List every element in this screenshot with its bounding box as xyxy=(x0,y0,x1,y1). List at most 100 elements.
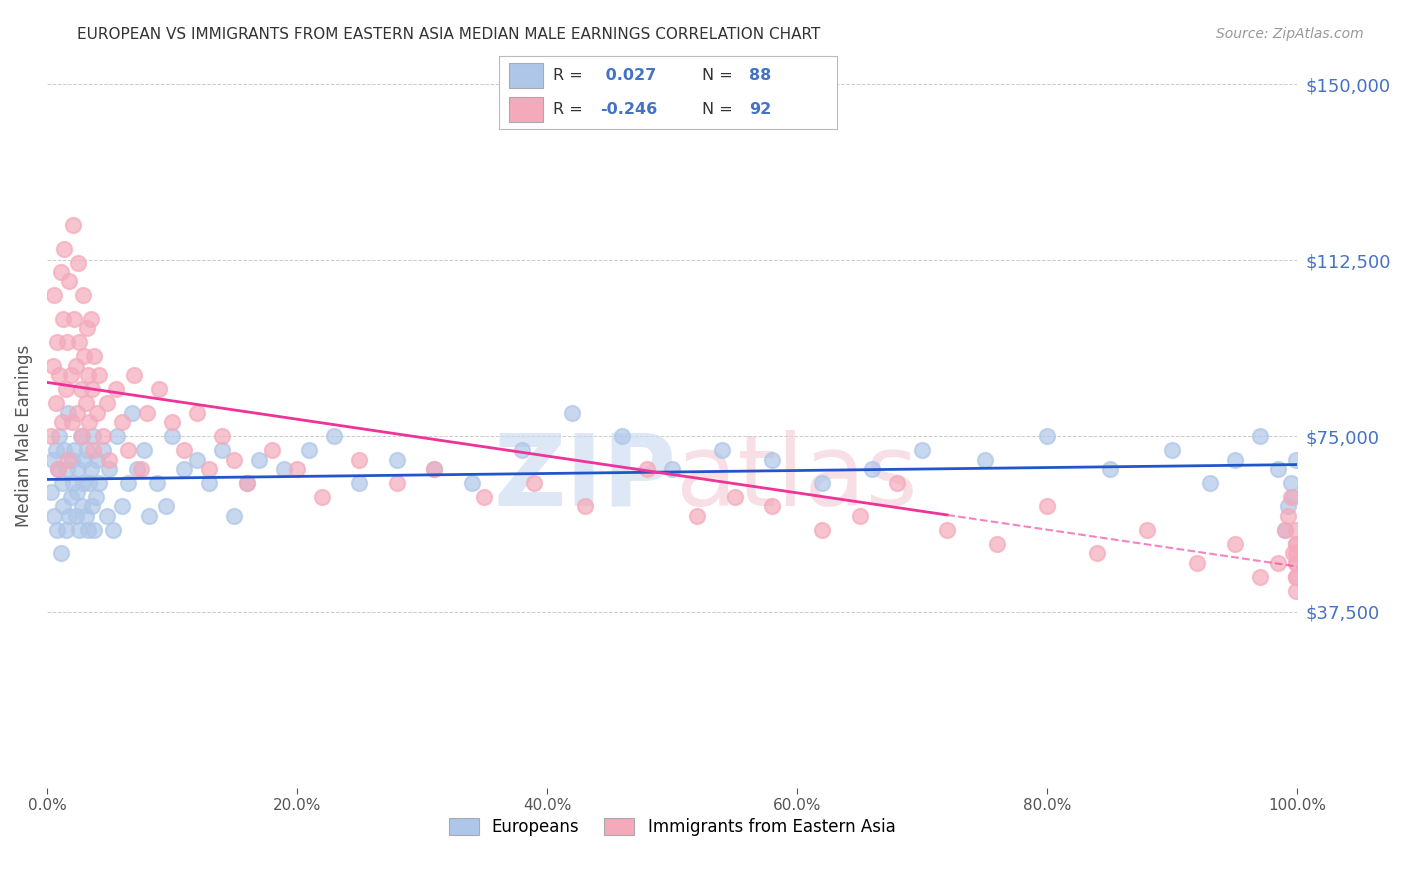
Point xyxy=(86,406,108,420)
Point xyxy=(98,462,121,476)
Point xyxy=(82,429,104,443)
Point xyxy=(848,508,870,523)
Point xyxy=(84,490,107,504)
Point xyxy=(1085,546,1108,560)
Point xyxy=(52,500,75,514)
Point xyxy=(1279,476,1302,491)
Point xyxy=(1267,462,1289,476)
Point xyxy=(423,462,446,476)
Point xyxy=(1267,556,1289,570)
Point xyxy=(77,523,100,537)
Text: atlas: atlas xyxy=(676,430,918,527)
Point xyxy=(911,443,934,458)
Point xyxy=(76,443,98,458)
Point xyxy=(117,443,139,458)
Point xyxy=(82,443,104,458)
Point xyxy=(510,443,533,458)
Point xyxy=(60,452,83,467)
Point xyxy=(91,429,114,443)
Point xyxy=(104,382,127,396)
Point xyxy=(236,476,259,491)
Point xyxy=(52,312,75,326)
Point xyxy=(138,508,160,523)
Point xyxy=(105,429,128,443)
Point xyxy=(211,443,233,458)
Point xyxy=(1285,523,1308,537)
Point xyxy=(45,335,67,350)
Point xyxy=(574,500,596,514)
Text: 88: 88 xyxy=(749,68,770,83)
Text: 0.027: 0.027 xyxy=(600,68,657,83)
Point xyxy=(67,335,90,350)
Point xyxy=(75,508,97,523)
Point xyxy=(76,321,98,335)
Point xyxy=(349,452,371,467)
Point xyxy=(80,500,103,514)
Point xyxy=(1136,523,1159,537)
Point xyxy=(83,523,105,537)
Point xyxy=(62,476,84,491)
Point xyxy=(80,382,103,396)
Point xyxy=(134,443,156,458)
Point xyxy=(385,476,408,491)
Point xyxy=(86,452,108,467)
Point xyxy=(249,452,271,467)
Point xyxy=(148,382,170,396)
Point xyxy=(198,462,221,476)
Point xyxy=(73,452,96,467)
Point xyxy=(1036,500,1059,514)
Point xyxy=(46,462,69,476)
Point xyxy=(1285,452,1308,467)
Point xyxy=(936,523,959,537)
Point xyxy=(59,490,82,504)
Point xyxy=(1274,523,1296,537)
Point xyxy=(224,452,246,467)
Point xyxy=(58,508,80,523)
Point xyxy=(96,396,118,410)
Point xyxy=(1274,523,1296,537)
Point xyxy=(44,508,66,523)
Point xyxy=(686,508,709,523)
FancyBboxPatch shape xyxy=(509,97,543,122)
Point xyxy=(661,462,683,476)
Text: N =: N = xyxy=(702,102,738,117)
Text: N =: N = xyxy=(702,68,738,83)
Point xyxy=(51,476,73,491)
Point xyxy=(224,508,246,523)
Point xyxy=(70,429,93,443)
Point xyxy=(761,500,783,514)
Point xyxy=(311,490,333,504)
Point xyxy=(62,218,84,232)
Point xyxy=(48,429,70,443)
Point xyxy=(198,476,221,491)
Point xyxy=(60,415,83,429)
Point xyxy=(53,443,76,458)
Point xyxy=(146,476,169,491)
Point xyxy=(1277,500,1299,514)
Point xyxy=(66,406,89,420)
Point xyxy=(56,462,79,476)
Point xyxy=(1285,537,1308,551)
Point xyxy=(1161,443,1184,458)
Point xyxy=(67,255,90,269)
Point xyxy=(124,368,146,383)
Point xyxy=(211,429,233,443)
Point xyxy=(160,429,183,443)
Point xyxy=(186,406,208,420)
Point xyxy=(111,415,134,429)
Point xyxy=(77,368,100,383)
Text: R =: R = xyxy=(553,102,588,117)
Point xyxy=(1249,570,1271,584)
Point xyxy=(173,443,195,458)
Point xyxy=(49,546,72,560)
Point xyxy=(1185,556,1208,570)
Point xyxy=(1223,537,1246,551)
Point xyxy=(72,288,94,302)
Point xyxy=(42,452,65,467)
Point xyxy=(125,462,148,476)
Point xyxy=(610,429,633,443)
Point xyxy=(79,312,101,326)
Point xyxy=(96,508,118,523)
Point xyxy=(75,396,97,410)
Point xyxy=(1277,508,1299,523)
